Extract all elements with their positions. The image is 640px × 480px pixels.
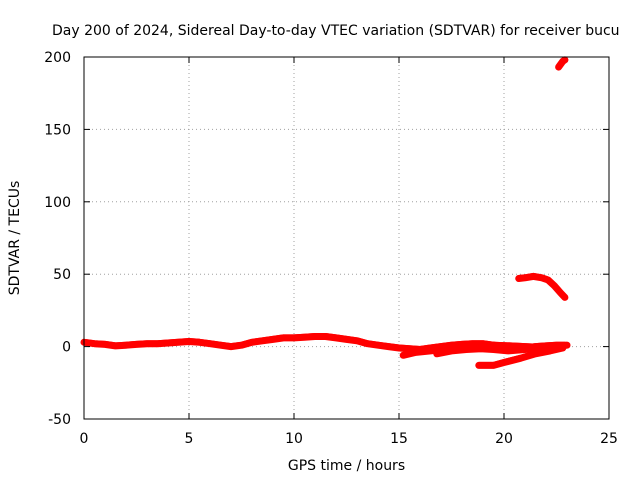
y-axis-label: SDTVAR / TECUs — [7, 181, 23, 296]
series-lower-branch-b-jitter — [435, 341, 569, 354]
x-tick-label: 10 — [285, 431, 303, 447]
x-tick-label: 15 — [390, 431, 408, 447]
x-axis-label: GPS time / hours — [288, 458, 405, 474]
plot-frame — [83, 56, 610, 420]
y-tick-label: 0 — [62, 340, 71, 356]
y-tick-label: 150 — [44, 122, 71, 138]
series-dip-branch — [475, 344, 567, 369]
x-tick-label: 5 — [185, 431, 194, 447]
x-tick-label: 20 — [495, 431, 513, 447]
series-lower-branch-a-jitter — [401, 341, 540, 355]
series-dip-branch-jitter — [477, 344, 565, 365]
y-tick-label: 100 — [44, 195, 71, 211]
grid-lines — [84, 57, 609, 419]
x-tick-label: 0 — [80, 431, 89, 447]
chart-title: Day 200 of 2024, Sidereal Day-to-day VTE… — [52, 23, 620, 39]
y-tick-label: 200 — [44, 50, 71, 66]
series-top-segment-jitter — [557, 56, 567, 67]
y-tick-label: 50 — [53, 267, 71, 283]
x-tick-label: 25 — [600, 431, 618, 447]
x-tick-labels: 0 5 10 15 20 25 — [80, 431, 618, 447]
data-series — [80, 56, 571, 369]
series-lower-branch-b — [433, 341, 571, 358]
series-upper-segment-jitter — [517, 272, 567, 297]
tick-marks — [83, 56, 610, 420]
y-tick-labels: -50 0 50 100 150 200 — [44, 50, 71, 428]
y-tick-label: -50 — [48, 412, 71, 428]
